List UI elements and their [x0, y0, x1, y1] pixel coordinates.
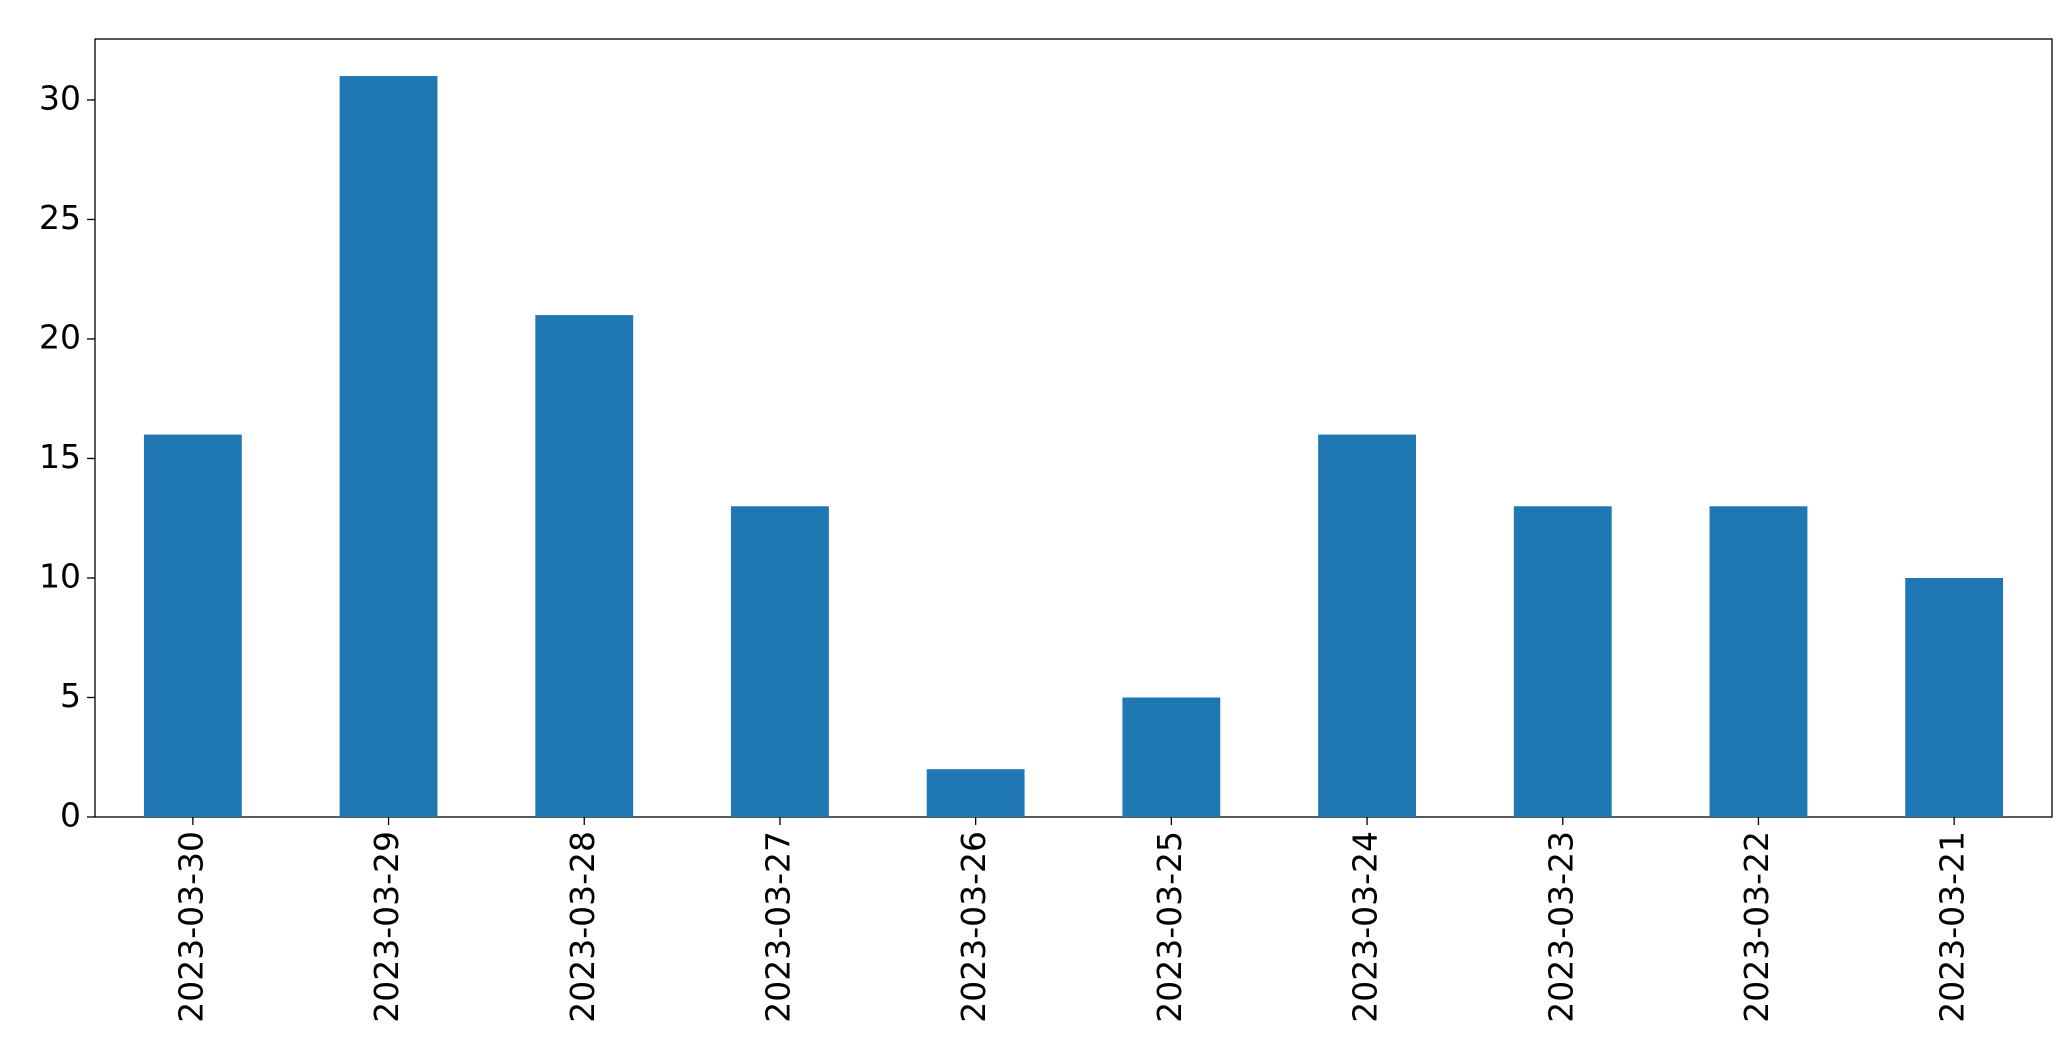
- x-tick-label: 2023-03-30: [171, 831, 210, 1023]
- y-tick-label: 0: [60, 796, 81, 835]
- bar: [1513, 506, 1612, 817]
- y-tick-label: 20: [39, 317, 81, 356]
- bar: [926, 769, 1025, 817]
- x-tick-label: 2023-03-27: [758, 831, 797, 1023]
- x-tick-label: 2023-03-25: [1150, 831, 1189, 1023]
- x-tick-label: 2023-03-23: [1541, 831, 1580, 1023]
- y-tick-label: 30: [39, 78, 81, 117]
- x-tick-label: 2023-03-22: [1737, 831, 1776, 1023]
- bar: [1122, 697, 1221, 817]
- bar: [535, 315, 634, 817]
- bar: [339, 76, 438, 818]
- bar: [1709, 506, 1808, 817]
- bar: [731, 506, 829, 817]
- bar: [143, 434, 242, 817]
- y-tick-label: 15: [39, 437, 81, 476]
- axes-frame: [94, 38, 2053, 818]
- y-tick-label: 10: [39, 556, 81, 595]
- x-tick-label: 2023-03-29: [367, 831, 406, 1023]
- x-tick-label: 2023-03-21: [1933, 831, 1972, 1023]
- y-tick-label: 5: [60, 676, 81, 715]
- x-tick-label: 2023-03-28: [563, 831, 602, 1023]
- x-tick-label: 2023-03-24: [1346, 831, 1385, 1023]
- x-tick-label: 2023-03-26: [954, 831, 993, 1023]
- y-tick-label: 25: [39, 198, 81, 237]
- bar: [1905, 577, 2004, 817]
- bar: [1318, 434, 1416, 817]
